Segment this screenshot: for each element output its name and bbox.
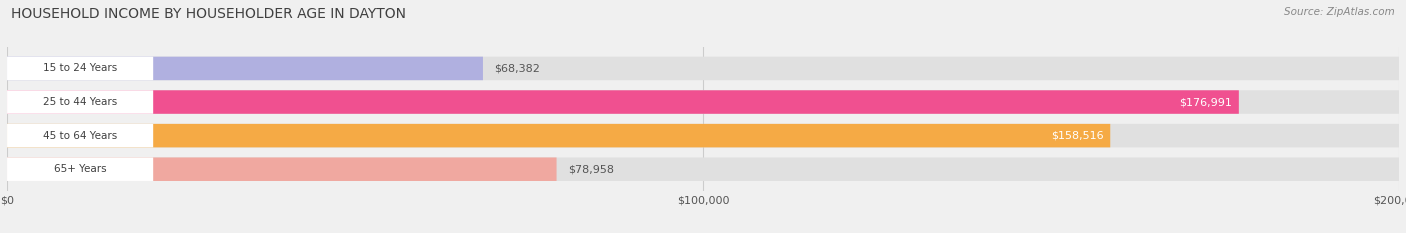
Text: Source: ZipAtlas.com: Source: ZipAtlas.com: [1284, 7, 1395, 17]
FancyBboxPatch shape: [7, 57, 153, 80]
FancyBboxPatch shape: [7, 124, 153, 147]
FancyBboxPatch shape: [7, 158, 153, 181]
FancyBboxPatch shape: [7, 90, 1239, 114]
Text: $158,516: $158,516: [1050, 131, 1104, 141]
FancyBboxPatch shape: [7, 158, 1399, 181]
Text: 15 to 24 Years: 15 to 24 Years: [44, 63, 117, 73]
Text: 25 to 44 Years: 25 to 44 Years: [44, 97, 117, 107]
FancyBboxPatch shape: [7, 90, 153, 114]
FancyBboxPatch shape: [7, 57, 482, 80]
FancyBboxPatch shape: [7, 124, 1111, 147]
Text: HOUSEHOLD INCOME BY HOUSEHOLDER AGE IN DAYTON: HOUSEHOLD INCOME BY HOUSEHOLDER AGE IN D…: [11, 7, 406, 21]
Text: $176,991: $176,991: [1180, 97, 1232, 107]
FancyBboxPatch shape: [7, 57, 1399, 80]
FancyBboxPatch shape: [7, 124, 1399, 147]
FancyBboxPatch shape: [7, 158, 557, 181]
Text: $68,382: $68,382: [494, 63, 540, 73]
Text: 65+ Years: 65+ Years: [53, 164, 107, 174]
Text: 45 to 64 Years: 45 to 64 Years: [44, 131, 117, 141]
Text: $78,958: $78,958: [568, 164, 613, 174]
FancyBboxPatch shape: [7, 90, 1399, 114]
